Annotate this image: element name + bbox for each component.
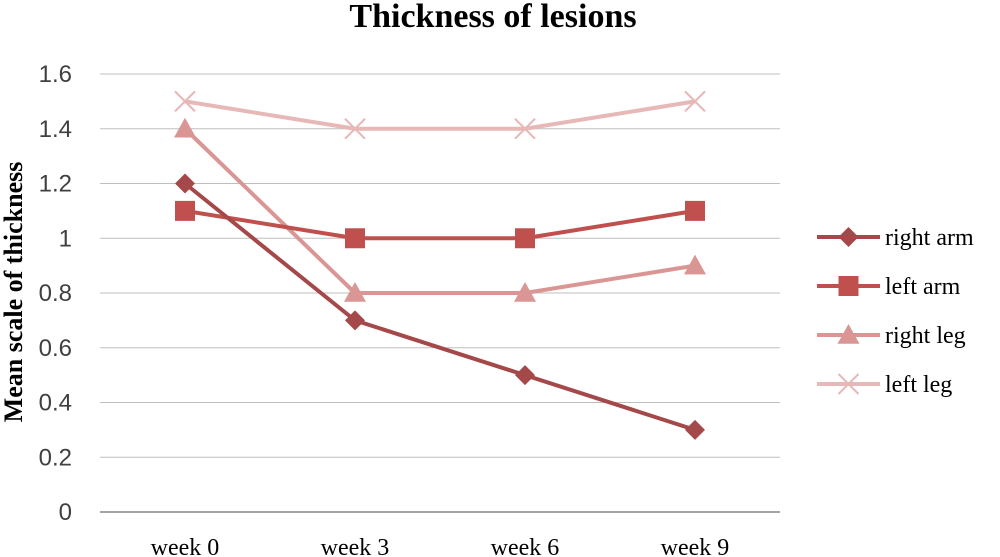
data-point (174, 117, 196, 138)
data-point (685, 419, 705, 440)
x-tick-label: week 0 (151, 535, 220, 557)
chart-title: Thickness of lesions (349, 0, 636, 35)
data-point (175, 200, 195, 221)
y-tick-label: 0.6 (39, 335, 72, 362)
legend-marker (837, 324, 860, 344)
legend-label: right leg (885, 323, 966, 349)
data-point (174, 90, 196, 113)
x-tick-label: week 6 (491, 535, 560, 557)
data-point (514, 118, 536, 140)
data-point (515, 228, 535, 249)
legend-label: right arm (885, 225, 974, 251)
data-point (175, 173, 195, 194)
x-tick-label: week 9 (661, 535, 730, 557)
legend-marker (838, 276, 859, 296)
legend-item: right leg (817, 323, 966, 349)
y-tick-label: 1.2 (39, 171, 72, 198)
y-tick-label: 1 (59, 225, 72, 252)
series-line (183, 127, 696, 295)
y-tick-label: 0.8 (39, 280, 72, 307)
data-point (685, 200, 705, 221)
series-lines (174, 90, 706, 440)
series-left-arm (175, 200, 705, 249)
y-tick-label: 0 (59, 499, 72, 526)
legend-item: left arm (817, 274, 961, 300)
legend-marker (837, 373, 860, 395)
data-point (345, 310, 365, 331)
y-tick-label: 0.2 (39, 444, 72, 471)
legend-label: left leg (885, 372, 952, 398)
series-right-leg (174, 117, 706, 302)
data-point (684, 254, 706, 275)
y-tick-label: 1.6 (39, 61, 72, 88)
series-left-leg (174, 90, 706, 140)
y-axis-ticks: 0 0.2 0.4 0.6 0.8 1 1.2 1.4 1.6 (39, 61, 72, 526)
y-axis-label: Mean scale of thickness (0, 162, 28, 423)
data-point (684, 90, 706, 113)
x-tick-label: week 3 (321, 535, 390, 557)
legend-item: left leg (817, 372, 952, 398)
legend-label: left arm (885, 274, 961, 300)
series-right-arm (175, 173, 705, 440)
legend: right arm left arm right leg left leg (817, 225, 974, 398)
series-line (184, 99, 696, 131)
legend-item: right arm (817, 225, 974, 251)
y-tick-label: 0.4 (39, 390, 72, 417)
data-point (345, 228, 365, 249)
data-point (344, 282, 366, 302)
series-line (183, 181, 696, 432)
legend-marker (838, 227, 859, 247)
x-axis-ticks: week 0 week 3 week 6 week 9 (151, 535, 730, 557)
series-line (184, 208, 696, 241)
data-point (515, 365, 535, 386)
y-tick-label: 1.4 (39, 116, 72, 143)
data-point (344, 118, 366, 140)
data-point (514, 282, 536, 302)
